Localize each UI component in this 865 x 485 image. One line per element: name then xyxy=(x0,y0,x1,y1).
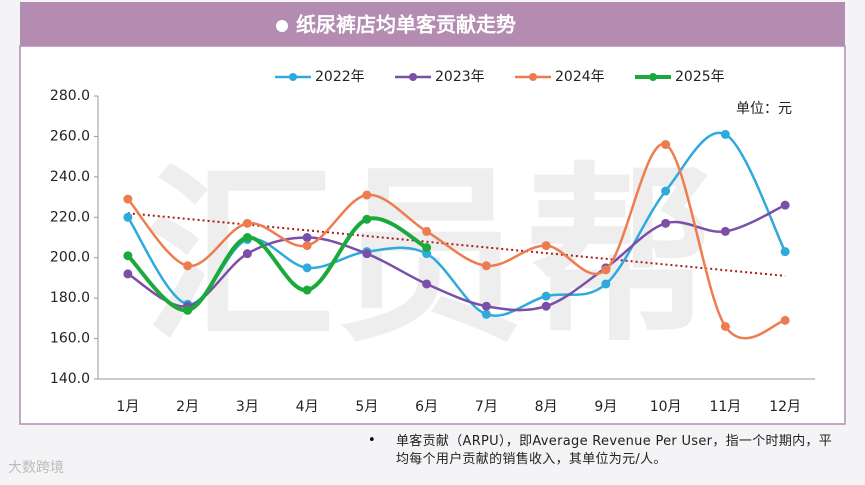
point xyxy=(661,140,671,150)
point xyxy=(302,241,312,251)
y-tick-label: 140.0 xyxy=(50,371,90,387)
y-tick-label: 160.0 xyxy=(50,331,90,347)
point xyxy=(541,291,551,301)
point xyxy=(422,279,432,289)
point xyxy=(422,243,432,253)
point xyxy=(720,129,730,139)
legend-label: 2023年 xyxy=(435,69,485,85)
legend-marker xyxy=(409,73,417,81)
point xyxy=(362,190,372,200)
point xyxy=(123,269,133,279)
point xyxy=(242,249,252,259)
point xyxy=(541,301,551,311)
point xyxy=(302,263,312,273)
legend-label: 2022年 xyxy=(315,69,365,85)
y-tick-label: 180.0 xyxy=(50,290,90,306)
point xyxy=(123,194,133,204)
point xyxy=(601,279,611,289)
bullet: • xyxy=(368,433,376,448)
point xyxy=(242,218,252,228)
footnote: 单客贡献（ARPU），即Average Revenue Per User，指一个… xyxy=(396,434,833,467)
x-tick-label: 7月 xyxy=(475,399,498,415)
x-tick-label: 12月 xyxy=(769,399,801,415)
point xyxy=(302,285,312,295)
x-tick-label: 2月 xyxy=(176,399,199,415)
legend-marker xyxy=(529,73,537,81)
x-tick-label: 4月 xyxy=(296,399,319,415)
y-tick-label: 260.0 xyxy=(50,128,90,144)
point xyxy=(661,186,671,196)
point xyxy=(601,265,611,275)
trendline xyxy=(127,212,786,277)
point xyxy=(661,218,671,228)
point xyxy=(362,214,372,224)
point xyxy=(541,241,551,251)
legend-marker xyxy=(289,73,297,81)
point xyxy=(123,212,133,222)
legend-label: 2024年 xyxy=(555,69,605,85)
x-tick-label: 9月 xyxy=(594,399,617,415)
point xyxy=(123,251,133,261)
point xyxy=(720,321,730,331)
point xyxy=(362,249,372,259)
y-tick-label: 240.0 xyxy=(50,169,90,185)
x-tick-label: 3月 xyxy=(236,399,259,415)
legend-label: 2025年 xyxy=(675,69,725,85)
x-tick-label: 5月 xyxy=(355,399,378,415)
point xyxy=(242,233,252,242)
point xyxy=(302,233,312,242)
header-band xyxy=(20,2,845,46)
point xyxy=(481,261,491,271)
point xyxy=(183,261,193,271)
y-tick-label: 280.0 xyxy=(50,88,90,104)
point xyxy=(720,226,730,236)
x-tick-label: 11月 xyxy=(709,399,741,415)
point xyxy=(183,305,193,315)
x-tick-label: 1月 xyxy=(116,399,139,415)
brand: 大数跨境 xyxy=(8,460,64,476)
point xyxy=(422,226,432,236)
y-tick-label: 220.0 xyxy=(50,209,90,225)
point xyxy=(780,200,790,210)
point xyxy=(780,247,790,257)
x-tick-label: 8月 xyxy=(535,399,558,415)
title-bullet xyxy=(276,20,288,32)
y-tick-label: 200.0 xyxy=(50,250,90,266)
x-tick-label: 10月 xyxy=(650,399,682,415)
point xyxy=(481,301,491,311)
unit-label: 单位：元 xyxy=(736,101,792,117)
x-tick-label: 6月 xyxy=(415,399,438,415)
legend-marker xyxy=(649,73,657,81)
point xyxy=(780,315,790,325)
series-line xyxy=(127,204,786,312)
point xyxy=(481,309,491,319)
chart-title: 纸尿裤店均单客贡献走势 xyxy=(296,13,516,37)
